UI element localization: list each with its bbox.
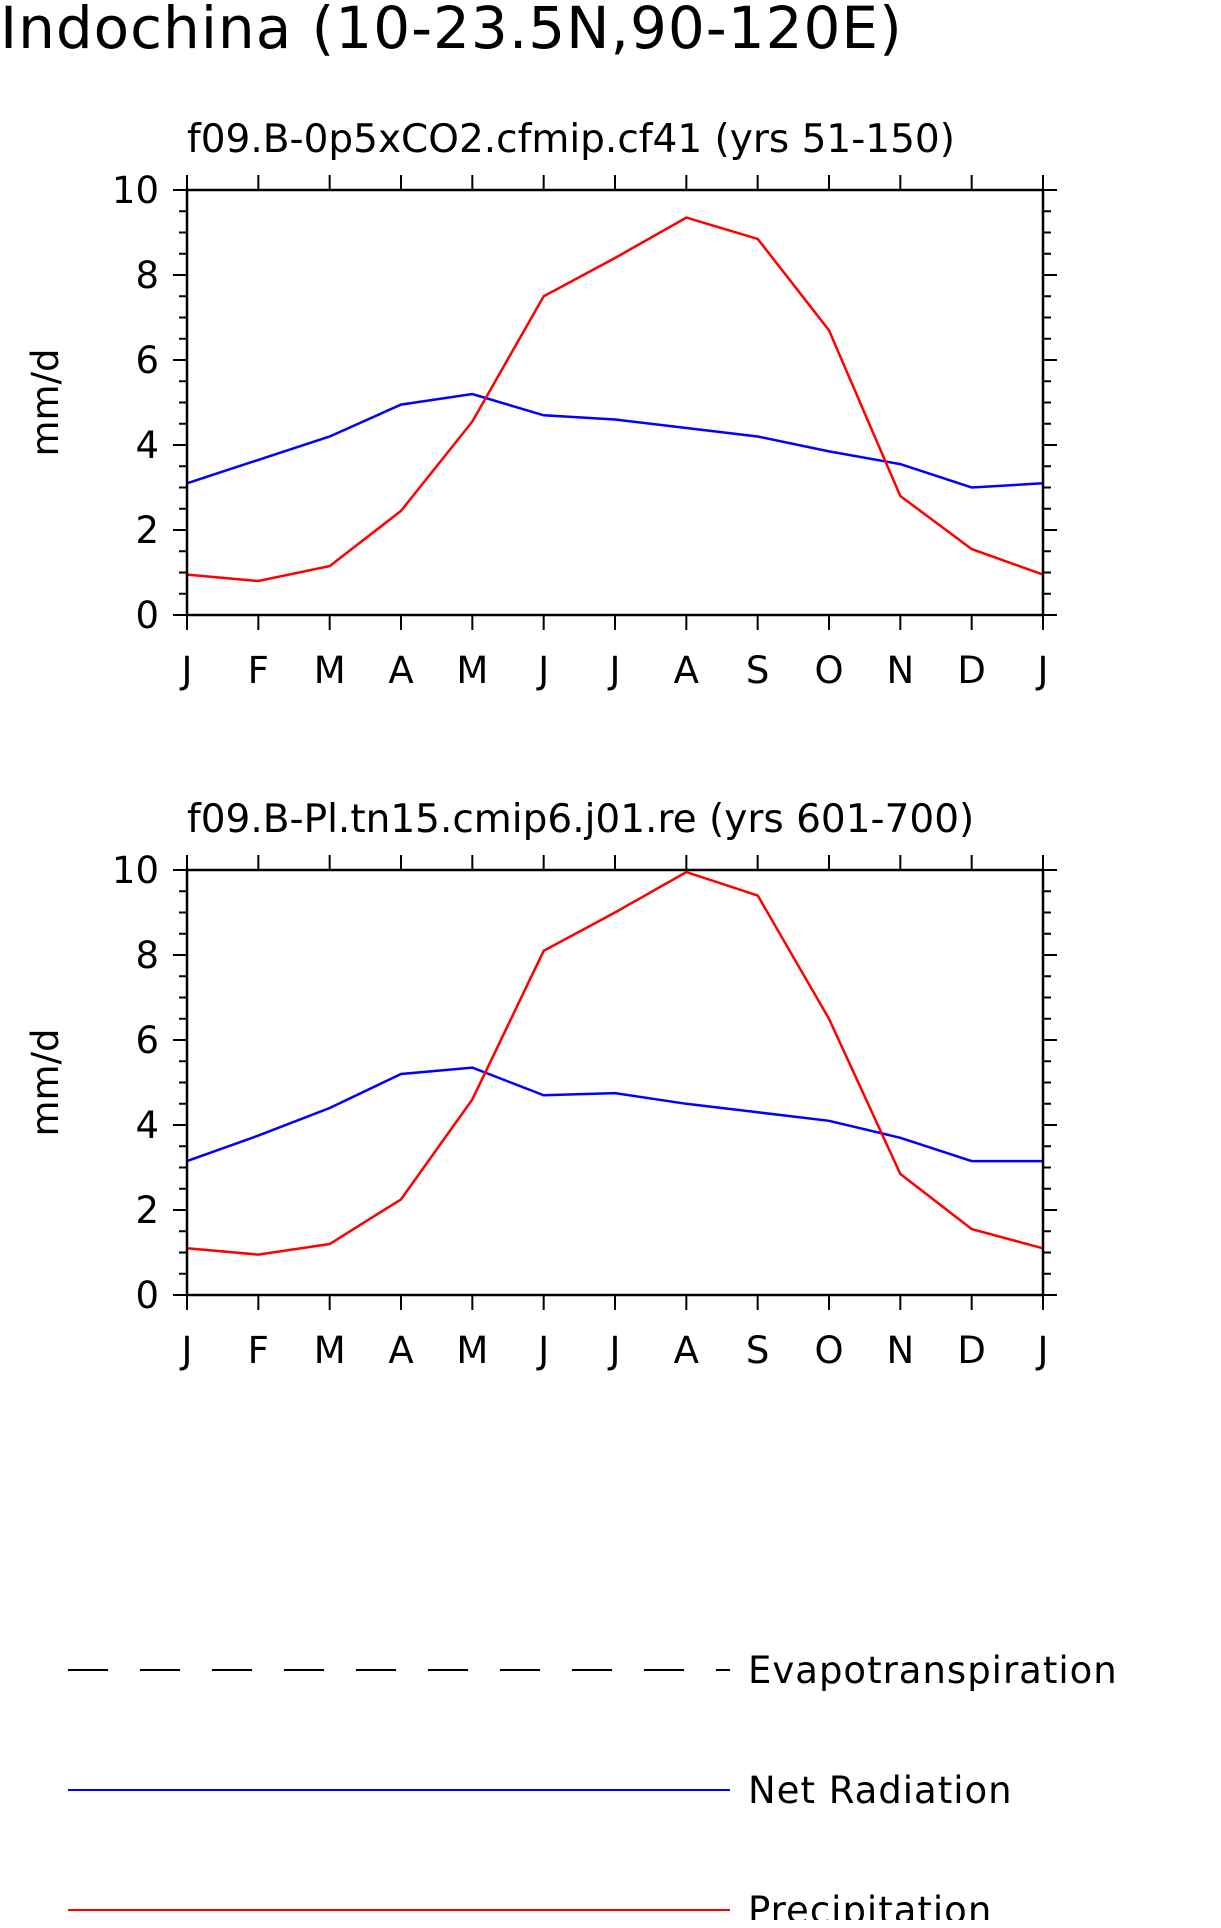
x-tick-label: D [957, 649, 986, 692]
x-tick-label: J [1036, 1329, 1049, 1372]
y-tick-label: 10 [112, 849, 159, 892]
series-line-precipitation [186, 870, 1044, 1256]
y-tick-label: 6 [135, 1019, 159, 1062]
page-title: Indochina (10-23.5N,90-120E) [0, 0, 903, 62]
x-tick-label: M [456, 1329, 488, 1372]
y-tick-label: 0 [135, 1274, 159, 1317]
x-tick-label: N [886, 649, 914, 692]
y-tick-label: 2 [135, 509, 159, 552]
x-tick-label: A [388, 649, 413, 692]
x-tick-label: O [814, 649, 843, 692]
legend-net-radiation-label: Net Radiation [748, 1769, 1013, 1812]
x-tick-label: J [180, 649, 193, 692]
x-tick-label: S [746, 1329, 770, 1372]
plot-frame [185, 188, 1045, 617]
y-tick-label: 4 [135, 424, 159, 467]
x-tick-label: J [1036, 649, 1049, 692]
x-tick-label: J [180, 1329, 193, 1372]
x-tick-label: M [314, 649, 346, 692]
y-tick-label: 4 [135, 1104, 159, 1147]
x-tick-label: S [746, 649, 770, 692]
y-tick-label: 6 [135, 339, 159, 382]
panel-title: f09.B-Pl.tn15.cmip6.j01.re (yrs 601-700) [187, 797, 974, 842]
legend-precipitation-label: Precipitation [748, 1889, 992, 1920]
x-tick-label: M [314, 1329, 346, 1372]
x-tick-label: J [608, 1329, 621, 1372]
x-tick-label: J [536, 1329, 549, 1372]
chart-bottom-panel: f09.B-Pl.tn15.cmip6.j01.re (yrs 601-700)… [24, 797, 1057, 1372]
y-axis-label: mm/d [24, 1028, 67, 1136]
series-line-precipitation [186, 216, 1044, 583]
panel-title: f09.B-0p5xCO2.cfmip.cf41 (yrs 51-150) [187, 117, 955, 162]
chart-legend: Evapotranspiration Net Radiation Precipita… [68, 1649, 1118, 1920]
x-tick-label: A [674, 649, 699, 692]
y-tick-label: 0 [135, 594, 159, 637]
x-tick-label: M [456, 649, 488, 692]
x-tick-label: A [388, 1329, 413, 1372]
x-tick-label: F [248, 649, 269, 692]
y-tick-label: 10 [112, 169, 159, 212]
y-axis-label: mm/d [24, 348, 67, 456]
series-line-net-radiation [186, 1066, 1043, 1163]
y-tick-label: 8 [135, 934, 159, 977]
x-tick-label: N [886, 1329, 914, 1372]
x-tick-label: A [674, 1329, 699, 1372]
series-line-net-radiation [186, 392, 1044, 489]
chart-top-panel: f09.B-0p5xCO2.cfmip.cf41 (yrs 51-150) mm/… [24, 117, 1057, 692]
x-tick-label: D [957, 1329, 986, 1372]
y-tick-label: 8 [135, 254, 159, 297]
x-tick-label: J [536, 649, 549, 692]
y-tick-label: 2 [135, 1189, 159, 1232]
legend-evapotranspiration-label: Evapotranspiration [748, 1649, 1118, 1692]
x-tick-label: F [248, 1329, 269, 1372]
x-tick-label: O [814, 1329, 843, 1372]
plot-frame [185, 868, 1045, 1297]
x-tick-label: J [608, 649, 621, 692]
